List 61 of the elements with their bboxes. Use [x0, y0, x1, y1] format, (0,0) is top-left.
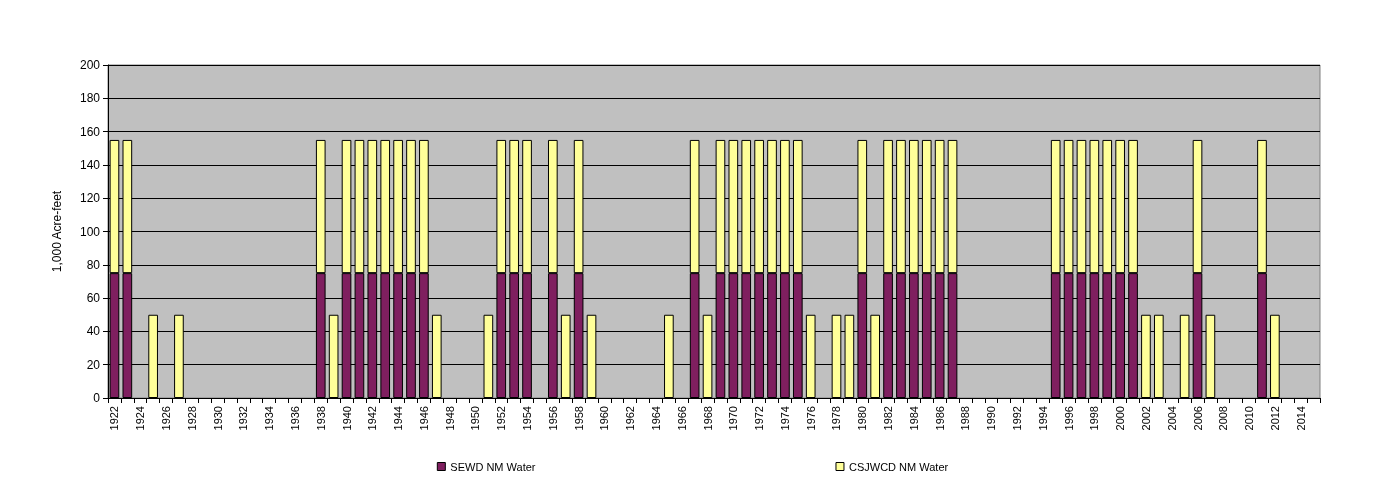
- x-tick-label: 1946: [417, 406, 430, 431]
- x-tick-label: 1924: [134, 406, 147, 431]
- x-tick-label: 1950: [469, 406, 482, 431]
- x-tick-label: 1990: [985, 406, 998, 431]
- x-tick-label: 1978: [830, 406, 843, 431]
- y-tick-label: 60: [86, 291, 101, 306]
- x-tick-label: 2010: [1243, 406, 1256, 431]
- x-tick-label: 1962: [624, 406, 637, 431]
- x-tick-label: 1966: [675, 406, 688, 431]
- y-tick-label: 160: [79, 124, 101, 139]
- x-tick-label: 1998: [1088, 406, 1101, 431]
- x-tick-label: 1934: [263, 406, 276, 431]
- y-tick-label: 0: [93, 391, 101, 405]
- x-tick-label: 1958: [572, 406, 585, 431]
- y-tick-label: 180: [79, 91, 101, 106]
- x-tick-label: 1976: [804, 406, 817, 431]
- x-tick-label: 1994: [1036, 406, 1049, 431]
- x-tick-label: 1980: [856, 406, 869, 431]
- x-tick-label: 1956: [546, 406, 559, 431]
- x-tick-label: 2008: [1217, 406, 1230, 431]
- y-tick-label: 140: [79, 157, 101, 172]
- x-tick-label: 1984: [907, 406, 920, 431]
- x-tick-label: 2004: [1165, 406, 1178, 431]
- x-tick-label: 1930: [211, 406, 224, 431]
- x-tick-label: 1928: [185, 406, 198, 431]
- y-tick-label: 100: [79, 224, 101, 239]
- x-tick-label: 1942: [366, 406, 379, 431]
- x-tick-label: 1986: [933, 406, 946, 431]
- y-axis-title: 1,000 Acre-feet: [50, 190, 64, 273]
- y-tick-label: 20: [86, 357, 101, 372]
- y-tick-label: 40: [86, 324, 101, 339]
- x-tick-label: 1964: [649, 406, 662, 431]
- x-tick-label: 1954: [521, 406, 534, 431]
- x-tick-label: 1982: [882, 406, 895, 431]
- y-tick-label: 120: [79, 191, 101, 206]
- x-tick-label: 1960: [598, 406, 611, 431]
- x-tick-label: 1932: [237, 406, 250, 431]
- x-tick-label: 2000: [1114, 406, 1127, 431]
- x-tick-label: 2002: [1139, 406, 1152, 431]
- x-tick-label: 2012: [1268, 406, 1281, 431]
- legend-label: SEWD NM Water: [450, 460, 536, 473]
- x-tick-label: 1968: [701, 406, 714, 431]
- x-tick-label: 1992: [1011, 406, 1023, 431]
- x-tick-label: 1944: [392, 406, 405, 431]
- x-tick-label: 2006: [1191, 406, 1204, 431]
- y-tick-label: 200: [79, 58, 101, 72]
- x-tick-label: 1926: [160, 406, 173, 431]
- x-tick-label: 1936: [288, 406, 301, 431]
- x-tick-label: 1922: [108, 406, 121, 431]
- x-tick-label: 1940: [340, 406, 353, 431]
- x-tick-label: 1948: [443, 406, 456, 431]
- legend-label: CSJWCD NM Water: [848, 460, 949, 473]
- x-tick-label: 1952: [495, 406, 508, 431]
- x-tick-label: 1972: [753, 406, 766, 431]
- x-tick-label: 1938: [314, 406, 327, 431]
- x-tick-label: 2014: [1294, 406, 1307, 431]
- x-tick-label: 1974: [778, 406, 791, 431]
- x-tick-label: 1970: [727, 406, 740, 431]
- x-tick-label: 1988: [959, 406, 972, 431]
- y-tick-label: 80: [86, 257, 101, 272]
- x-tick-label: 1996: [1062, 406, 1075, 431]
